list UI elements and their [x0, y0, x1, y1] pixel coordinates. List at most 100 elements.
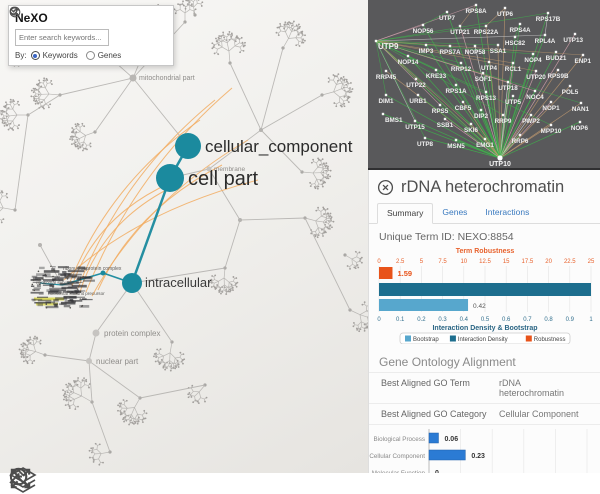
svg-text:20: 20 [545, 259, 552, 265]
gene-node-label[interactable]: DIM1 [378, 98, 394, 105]
gene-node-label[interactable]: KRE33 [426, 73, 447, 80]
gene-node-label[interactable]: RPL4A [535, 38, 556, 45]
graph-node-cell-part[interactable] [156, 164, 184, 192]
gene-node [582, 54, 584, 56]
graph-node-cellular-component[interactable] [175, 133, 201, 159]
gene-node-label[interactable]: NOP58 [465, 49, 486, 56]
tab-interactions[interactable]: Interactions [476, 203, 538, 223]
gene-node-label[interactable]: SKI6 [464, 127, 478, 134]
gene-node-label[interactable]: ENP1 [575, 58, 592, 65]
radio-icon[interactable] [31, 51, 40, 60]
search-mode-keywords[interactable]: Keywords [31, 51, 78, 60]
gene-node [446, 11, 448, 13]
gene-node-label[interactable]: NOP56 [413, 28, 434, 35]
tab-summary[interactable]: Summary [377, 203, 433, 224]
refresh-icon[interactable] [129, 31, 143, 45]
gene-node [414, 120, 416, 122]
graph-node-mitochondrial-part[interactable] [130, 75, 137, 82]
gene-node-label[interactable]: BMS1 [385, 117, 403, 124]
gene-node-label[interactable]: UTP4 [481, 65, 498, 72]
gene-node-label[interactable]: RPS5 [432, 108, 449, 115]
gene-node-label: UTP10 [489, 161, 511, 168]
gene-node-label[interactable]: CBF5 [455, 105, 472, 112]
gene-node [557, 69, 559, 71]
gene-node-label[interactable]: RPS13 [476, 95, 496, 102]
search-input[interactable] [15, 29, 109, 46]
gene-node-label[interactable]: NOP14 [398, 59, 419, 66]
gene-node-label[interactable]: RRP9 [495, 118, 512, 125]
svg-text:0.7: 0.7 [523, 317, 532, 323]
gene-node-label[interactable]: UTP13 [563, 37, 583, 44]
collapse-chevron-icon[interactable] [163, 31, 177, 45]
graph-node-protein-complex[interactable] [93, 330, 100, 337]
gene-node-label[interactable]: POL5 [562, 89, 579, 96]
graph-node-label-ribonucleoprotein-complex: ribonucleoprotein complex [63, 266, 122, 272]
gene-node-label[interactable]: HSC82 [505, 40, 526, 47]
gene-node-label[interactable]: EMG1 [476, 142, 494, 149]
gene-node-label[interactable]: RRP45 [376, 74, 397, 81]
gene-network-graph[interactable]: RPS8A UTP6 RPS17B UTP7 NOP56 UTP21 RPS22A RPS4A… [368, 0, 600, 168]
gene-node-label[interactable]: RPS22A [474, 29, 499, 36]
gene-node [444, 118, 446, 120]
go-row-label: Best Aligned GO Term [381, 378, 499, 398]
gene-node-label[interactable]: RPS7A [440, 49, 461, 56]
gene-node-label[interactable]: UTP18 [498, 85, 518, 92]
gene-node-label[interactable]: RPS17B [536, 16, 561, 23]
gene-node-label[interactable]: NOC4 [526, 94, 544, 101]
gene-node-label[interactable]: URB1 [409, 98, 427, 105]
gene-node-label[interactable]: UTP20 [526, 74, 546, 81]
gene-node-label[interactable]: SSB1 [437, 122, 454, 129]
gene-node-label[interactable]: RPS4A [510, 27, 531, 34]
gene-node-label[interactable]: RRP12 [451, 66, 472, 73]
radio-label: Keywords [43, 51, 78, 60]
gene-node [484, 138, 486, 140]
gene-node-label[interactable]: UTP7 [439, 15, 456, 22]
tab-genes[interactable]: Genes [433, 203, 476, 223]
gene-node-label[interactable]: SSA1 [490, 48, 507, 55]
search-mode-genes[interactable]: Genes [86, 51, 122, 60]
graph-node-label-intracellular: intracellular [145, 275, 212, 290]
graph-node-membrane[interactable] [207, 167, 212, 172]
graph-node-intracellular[interactable] [122, 273, 142, 293]
gene-node-label[interactable]: MPP10 [541, 128, 562, 135]
close-button[interactable] [377, 179, 394, 196]
radio-icon[interactable] [86, 51, 95, 60]
gene-node-label[interactable]: RCL1 [505, 66, 522, 73]
gene-node [547, 12, 549, 14]
help-icon[interactable]: ? [146, 31, 160, 45]
gene-node-label[interactable]: MSN5 [447, 143, 465, 150]
gene-node-label[interactable]: NAN1 [572, 106, 590, 113]
graph-node-label-protein-complex: protein complex [104, 329, 160, 338]
gene-node-label[interactable]: UTP21 [450, 29, 470, 36]
gene-node-label[interactable]: NOP6 [571, 125, 589, 132]
gene-node [375, 40, 377, 42]
legend-label: Robustness [534, 337, 566, 343]
gene-node-label[interactable]: RPS1A [446, 88, 467, 95]
svg-text:0.4: 0.4 [460, 317, 469, 323]
gene-node-label[interactable]: UTP5 [505, 99, 522, 106]
gene-node-label[interactable]: SOF1 [475, 76, 492, 83]
app-title: NeXO [15, 11, 167, 25]
graph-node-nuclear-part[interactable] [86, 358, 92, 364]
gene-node-label[interactable]: IMP3 [419, 48, 434, 55]
gene-node-label[interactable]: BUD21 [546, 55, 567, 62]
gene-node-label[interactable]: RRP6 [512, 138, 529, 145]
gene-node-label[interactable]: RPS8A [466, 8, 487, 15]
search-icon[interactable] [112, 31, 126, 45]
gene-node-label[interactable]: RPS9B [548, 73, 569, 80]
gene-node [544, 34, 546, 36]
gene-node-label[interactable]: UTP22 [406, 82, 426, 89]
gene-node-label[interactable]: PWP2 [522, 118, 540, 125]
gene-node-label[interactable]: NOP1 [542, 105, 560, 112]
gene-node-label[interactable]: NOP4 [524, 57, 542, 64]
gene-node-label[interactable]: UTP8 [417, 141, 434, 148]
gene-node-label[interactable]: UTP6 [497, 11, 514, 18]
gene-node [407, 55, 409, 57]
gene-node-label[interactable]: UTP9 [378, 42, 399, 51]
gene-node-label[interactable]: DIP2 [474, 113, 488, 120]
gene-node-label[interactable]: UTP15 [405, 124, 425, 131]
